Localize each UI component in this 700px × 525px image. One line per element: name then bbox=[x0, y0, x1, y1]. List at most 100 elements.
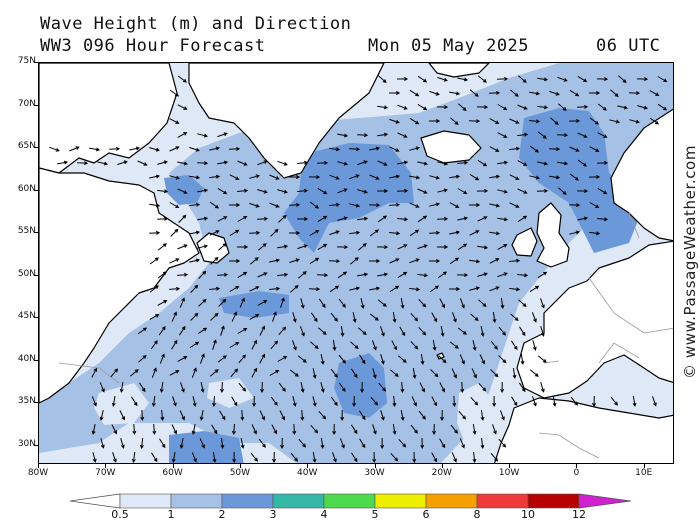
wave-direction-arrow bbox=[49, 146, 60, 152]
wave-direction-arrow bbox=[171, 311, 177, 322]
wave-direction-arrow bbox=[171, 452, 176, 463]
wave-direction-arrow bbox=[380, 410, 385, 421]
wave-direction-arrow bbox=[149, 147, 160, 152]
wave-direction-arrow bbox=[249, 174, 261, 179]
wave-direction-arrow bbox=[309, 287, 321, 292]
wave-direction-arrow bbox=[320, 353, 325, 365]
watermark: © www.PassageWeather.com bbox=[681, 144, 699, 380]
wave-direction-arrow bbox=[369, 313, 379, 321]
wave-direction-arrow bbox=[258, 438, 266, 448]
wave-direction-arrow bbox=[397, 271, 408, 279]
latitude-label: 65N bbox=[17, 141, 36, 151]
wave-direction-arrow bbox=[389, 231, 401, 236]
wave-direction-arrow bbox=[389, 202, 401, 207]
wave-direction-arrow bbox=[169, 370, 180, 376]
latitude-tick bbox=[34, 444, 38, 446]
wave-direction-arrow bbox=[332, 339, 337, 352]
wave-direction-arrow bbox=[410, 424, 418, 434]
wave-direction-arrow bbox=[357, 327, 367, 335]
wave-direction-arrow bbox=[189, 258, 201, 263]
wave-direction-arrow bbox=[297, 188, 309, 193]
wave-direction-arrow bbox=[460, 381, 465, 394]
latitude-label: 60N bbox=[17, 183, 36, 194]
wave-direction-arrow bbox=[369, 286, 381, 291]
wave-direction-arrow bbox=[517, 75, 527, 83]
wave-direction-arrow bbox=[229, 285, 240, 292]
wave-direction-arrow bbox=[312, 367, 317, 379]
wave-direction-arrow bbox=[190, 284, 199, 293]
wave-direction-arrow bbox=[249, 314, 260, 320]
wave-direction-arrow bbox=[192, 395, 197, 407]
wave-direction-arrow bbox=[340, 409, 345, 422]
wave-direction-arrow bbox=[629, 119, 641, 124]
wave-direction-arrow bbox=[409, 202, 420, 208]
wave-direction-arrow bbox=[159, 438, 166, 449]
wave-direction-arrow bbox=[350, 341, 359, 349]
wave-direction-arrow bbox=[509, 202, 520, 208]
wave-direction-arrow bbox=[399, 326, 406, 337]
wave-direction-arrow bbox=[411, 396, 417, 407]
wave-direction-arrow bbox=[270, 340, 279, 350]
wave-direction-arrow bbox=[497, 76, 509, 81]
wave-direction-arrow bbox=[457, 243, 468, 251]
wave-direction-arrow bbox=[157, 243, 167, 251]
wave-direction-arrow bbox=[209, 146, 221, 151]
longitude-label: 10W bbox=[498, 468, 520, 478]
wave-direction-arrow bbox=[309, 257, 320, 265]
wave-direction-arrow bbox=[290, 452, 298, 462]
wave-direction-arrow bbox=[557, 187, 567, 195]
wave-direction-arrow bbox=[429, 119, 441, 123]
wave-direction-arrow bbox=[437, 188, 449, 193]
wave-direction-arrow bbox=[119, 382, 124, 393]
wave-direction-arrow bbox=[100, 438, 105, 449]
wave-direction-arrow bbox=[391, 340, 397, 351]
wave-direction-arrow bbox=[149, 285, 159, 293]
wave-direction-arrow bbox=[360, 297, 365, 309]
colorbar-swatch bbox=[527, 493, 580, 509]
wave-direction-arrow bbox=[249, 257, 259, 265]
wave-direction-arrow bbox=[409, 175, 421, 180]
wave-direction-arrow bbox=[589, 231, 601, 236]
wave-direction-arrow bbox=[92, 452, 97, 463]
wave-direction-arrow bbox=[377, 215, 388, 223]
wave-region-high bbox=[164, 175, 204, 205]
wave-direction-arrow bbox=[338, 298, 346, 308]
wave-direction-arrow bbox=[537, 77, 549, 82]
wave-direction-arrow bbox=[177, 161, 189, 166]
wave-direction-arrow bbox=[220, 381, 225, 394]
wave-direction-arrow bbox=[469, 203, 481, 207]
wave-direction-arrow bbox=[429, 230, 441, 235]
wave-direction-arrow bbox=[259, 410, 265, 421]
wave-direction-arrow bbox=[270, 228, 279, 237]
wave-direction-arrow bbox=[337, 271, 348, 279]
latitude-tick bbox=[34, 274, 38, 276]
wave-direction-arrow bbox=[557, 161, 569, 166]
wave-direction-arrow bbox=[418, 326, 427, 336]
wave-direction-arrow bbox=[309, 229, 320, 236]
wave-direction-arrow bbox=[111, 396, 116, 407]
wave-direction-arrow bbox=[177, 356, 188, 362]
wave-direction-arrow bbox=[537, 188, 549, 193]
wave-direction-arrow bbox=[237, 188, 249, 193]
wave-direction-arrow bbox=[272, 311, 277, 322]
wave-direction-arrow bbox=[397, 132, 408, 138]
wave-direction-arrow bbox=[197, 161, 209, 166]
wave-region-high bbox=[219, 291, 289, 318]
wave-direction-arrow bbox=[577, 104, 589, 109]
wave-direction-arrow bbox=[297, 271, 307, 279]
wave-direction-arrow bbox=[420, 354, 425, 365]
wave-direction-arrow bbox=[540, 298, 545, 309]
wave-direction-arrow bbox=[240, 438, 245, 449]
wave-direction-arrow bbox=[549, 90, 560, 96]
wave-direction-arrow bbox=[657, 76, 668, 83]
wave-direction-arrow bbox=[471, 368, 477, 379]
wave-direction-arrow bbox=[389, 91, 401, 95]
wave-direction-arrow bbox=[357, 189, 368, 194]
wave-direction-arrow bbox=[309, 201, 320, 209]
wave-direction-arrow bbox=[410, 340, 419, 350]
wave-direction-arrow bbox=[191, 452, 197, 463]
wave-direction-arrow bbox=[377, 245, 389, 250]
wave-direction-arrow bbox=[380, 437, 385, 450]
wave-region-high bbox=[169, 431, 244, 463]
wave-direction-arrow bbox=[437, 105, 449, 110]
